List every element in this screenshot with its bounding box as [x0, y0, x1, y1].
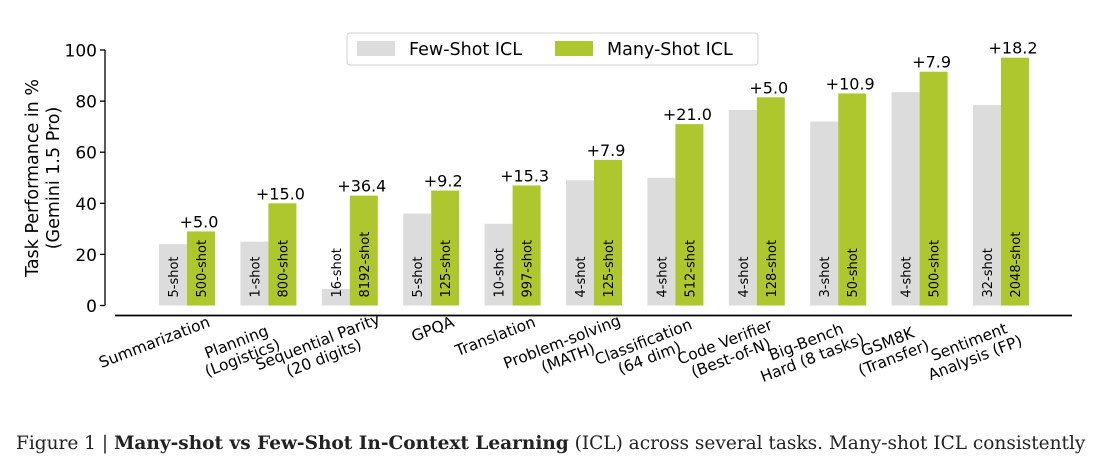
shot-label-few: 3-shot — [818, 256, 833, 297]
y-tick-label: 20 — [75, 246, 97, 266]
bar-few-shot — [891, 92, 920, 306]
shot-label-many: 125-shot — [439, 240, 454, 298]
bar-few-shot — [403, 213, 432, 306]
gain-label: +7.9 — [587, 141, 626, 160]
shot-label-few: 4-shot — [737, 256, 752, 297]
bar-few-shot — [810, 121, 839, 306]
legend-label-few-shot: Few-Shot ICL — [409, 40, 522, 60]
shot-label-few: 5-shot — [411, 256, 426, 297]
shot-label-few: 10-shot — [493, 248, 508, 297]
bar-many-shot — [594, 159, 622, 306]
shot-label-many: 512-shot — [683, 240, 698, 298]
y-axis-label: (Gemini 1.5 Pro) — [44, 107, 64, 250]
legend-label-many-shot: Many-Shot ICL — [607, 40, 733, 60]
y-tick-label: 40 — [75, 195, 97, 215]
y-tick-label: 60 — [75, 144, 97, 164]
shot-label-few: 4-shot — [900, 256, 915, 297]
shot-label-many: 50-shot — [846, 248, 861, 297]
bar-few-shot — [973, 104, 1001, 306]
bar-few-shot — [240, 241, 269, 306]
gain-label: +10.9 — [826, 74, 875, 93]
shot-label-many: 500-shot — [195, 240, 210, 298]
bar-few-shot — [321, 288, 350, 306]
gain-label: +21.0 — [663, 105, 712, 124]
gain-label: +9.2 — [424, 172, 463, 191]
bar-many-shot — [187, 231, 215, 306]
bar-few-shot — [484, 223, 513, 306]
bar-many-shot — [675, 124, 704, 306]
gain-label: +7.9 — [912, 53, 951, 72]
gain-label: +5.0 — [180, 212, 219, 231]
gain-label: +5.0 — [749, 78, 788, 97]
shot-label-few: 4-shot — [655, 256, 670, 297]
bar-many-shot — [1001, 57, 1029, 306]
caption-prefix: Figure 1 | — [16, 433, 114, 454]
bar-many-shot — [431, 190, 460, 306]
shot-label-few: 32-shot — [981, 248, 996, 297]
bar-chart: 0 20 40 60 80 100 Task Performance in % (Gemini… — [23, 32, 1072, 386]
bar-many-shot — [838, 93, 867, 306]
caption-text: (ICL) across several tasks. Many-shot IC… — [574, 433, 1091, 454]
gain-label: +18.2 — [988, 39, 1037, 58]
legend-swatch-many-shot — [555, 41, 593, 56]
bar-many-shot — [349, 195, 378, 306]
bar-many-shot — [512, 185, 541, 306]
shot-label-many: 800-shot — [276, 240, 291, 298]
bar-few-shot — [159, 244, 187, 306]
shot-label-few: 1-shot — [248, 256, 263, 297]
figure-caption: Figure 1 | Many-shot vs Few-Shot In-Cont… — [16, 431, 1091, 462]
legend-swatch-few-shot — [357, 41, 395, 56]
y-tick-label: 80 — [75, 93, 97, 113]
bar-many-shot — [756, 97, 785, 306]
shot-label-many: 8192-shot — [358, 232, 373, 298]
gain-label: +15.3 — [500, 166, 549, 185]
shot-label-few: 5-shot — [167, 256, 182, 297]
shot-label-many: 125-shot — [602, 240, 617, 298]
x-category-label: GPQA — [409, 313, 457, 346]
bar-few-shot — [728, 110, 757, 306]
bar-many-shot — [919, 71, 948, 306]
shot-label-few: 4-shot — [574, 256, 589, 297]
gain-label: +15.0 — [256, 184, 305, 203]
shot-label-many: 997-shot — [521, 240, 536, 298]
shot-label-many: 2048-shot — [1009, 232, 1024, 298]
y-tick-label: 0 — [86, 297, 97, 317]
bar-few-shot — [566, 180, 594, 306]
y-tick-label: 100 — [65, 42, 97, 62]
legend-box — [346, 32, 759, 66]
bar-many-shot — [268, 203, 297, 306]
y-axis-label: Task Performance in % — [23, 79, 43, 278]
gain-label: +36.4 — [337, 177, 386, 196]
bar-few-shot — [647, 177, 676, 306]
shot-label-few: 16-shot — [330, 248, 345, 297]
caption-bold: Many-shot vs Few-Shot In-Context Learnin… — [113, 433, 569, 454]
x-category-label: Summarization — [96, 313, 212, 372]
shot-label-many: 128-shot — [765, 240, 780, 298]
shot-label-many: 500-shot — [928, 240, 943, 298]
